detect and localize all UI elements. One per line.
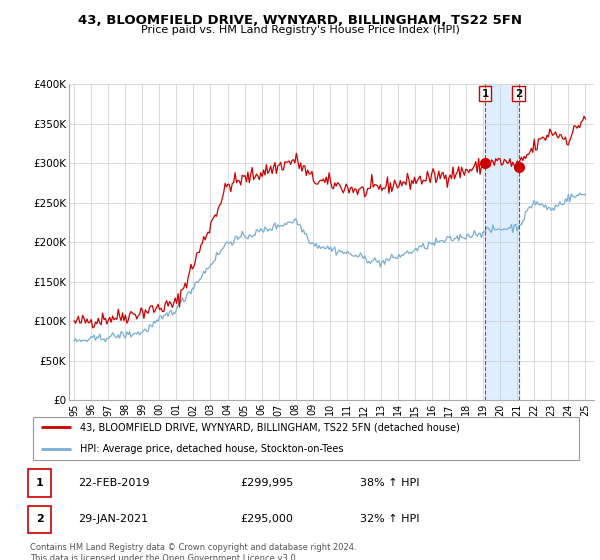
Text: 38% ↑ HPI: 38% ↑ HPI [360,478,419,488]
FancyBboxPatch shape [33,417,579,460]
FancyBboxPatch shape [28,469,51,497]
Text: Price paid vs. HM Land Registry's House Price Index (HPI): Price paid vs. HM Land Registry's House … [140,25,460,35]
Text: £295,000: £295,000 [240,515,293,524]
Text: 2: 2 [515,88,522,99]
Text: £299,995: £299,995 [240,478,293,488]
FancyBboxPatch shape [28,506,51,533]
Text: 2: 2 [36,515,43,524]
Text: Contains HM Land Registry data © Crown copyright and database right 2024.
This d: Contains HM Land Registry data © Crown c… [30,543,356,560]
Bar [485,84,518,400]
Text: 43, BLOOMFIELD DRIVE, WYNYARD, BILLINGHAM, TS22 5FN (detached house): 43, BLOOMFIELD DRIVE, WYNYARD, BILLINGHA… [80,422,460,432]
Text: 32% ↑ HPI: 32% ↑ HPI [360,515,419,524]
Text: 1: 1 [36,478,43,488]
Text: 43, BLOOMFIELD DRIVE, WYNYARD, BILLINGHAM, TS22 5FN: 43, BLOOMFIELD DRIVE, WYNYARD, BILLINGHA… [78,14,522,27]
Text: 29-JAN-2021: 29-JAN-2021 [78,515,148,524]
Text: 22-FEB-2019: 22-FEB-2019 [78,478,149,488]
Text: HPI: Average price, detached house, Stockton-on-Tees: HPI: Average price, detached house, Stoc… [80,444,343,454]
Text: 1: 1 [482,88,489,99]
